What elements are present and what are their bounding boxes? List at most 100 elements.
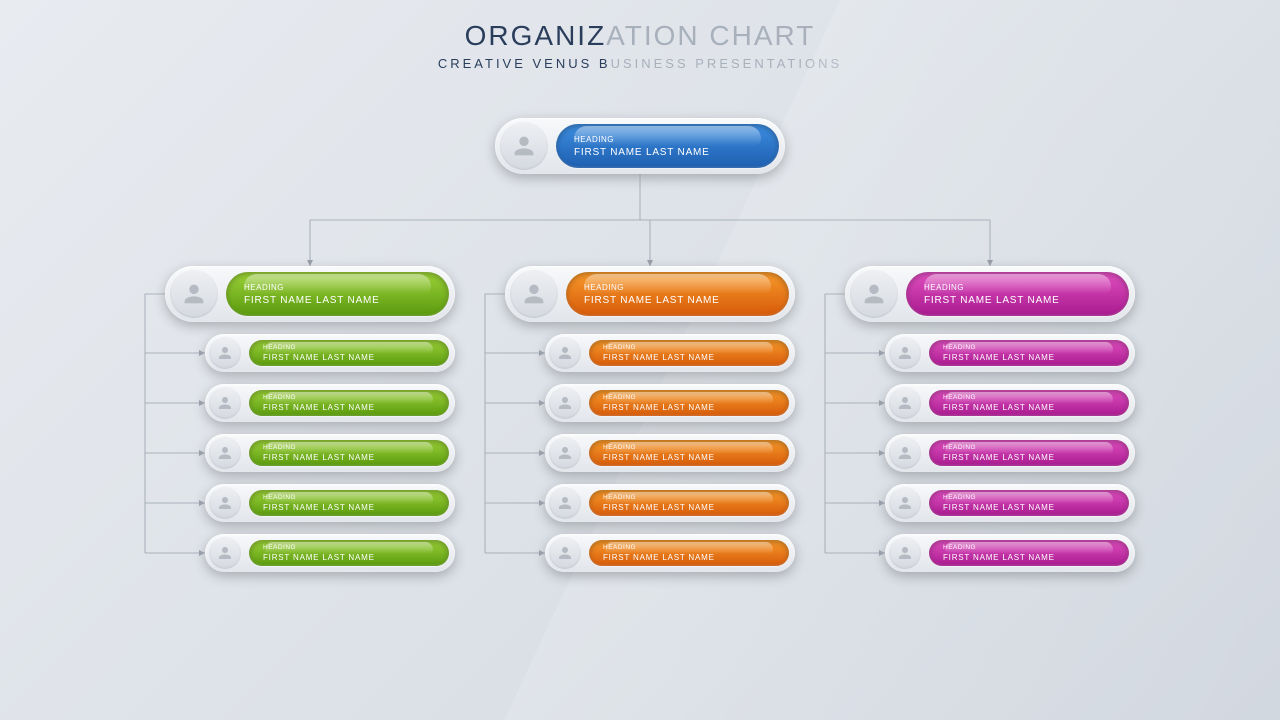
person-icon <box>549 537 581 569</box>
node-name: FIRST NAME LAST NAME <box>603 403 789 412</box>
person-icon <box>209 437 241 469</box>
node-heading: HEADING <box>924 283 1129 292</box>
node-heading: HEADING <box>584 283 789 292</box>
child-node-green-0: HEADING FIRST NAME LAST NAME <box>205 334 455 372</box>
node-name: FIRST NAME LAST NAME <box>924 295 1129 306</box>
subtitle-light: USINESS PRESENTATIONS <box>611 56 843 71</box>
org-chart: HEADING FIRST NAME LAST NAME HEADING FIRST … <box>0 118 1280 718</box>
branch-lead-green: HEADING FIRST NAME LAST NAME <box>165 266 455 322</box>
node-pill: HEADING FIRST NAME LAST NAME <box>589 440 789 466</box>
person-icon <box>500 122 548 170</box>
person-icon <box>209 487 241 519</box>
node-heading: HEADING <box>943 444 1129 451</box>
node-name: FIRST NAME LAST NAME <box>603 453 789 462</box>
title-light: ATION CHART <box>606 20 815 51</box>
node-pill: HEADINGFIRST NAME LAST NAME <box>249 540 449 566</box>
child-node-orange-3: HEADING FIRST NAME LAST NAME <box>545 484 795 522</box>
person-icon <box>549 487 581 519</box>
node-name: FIRST NAME LAST NAME <box>943 403 1129 412</box>
child-node-magenta-1: HEADING FIRST NAME LAST NAME <box>885 384 1135 422</box>
node-pill: HEADING FIRST NAME LAST NAME <box>226 272 449 316</box>
child-node-orange-0: HEADING FIRST NAME LAST NAME <box>545 334 795 372</box>
node-pill: HEADING FIRST NAME LAST NAME <box>249 440 449 466</box>
person-icon <box>209 387 241 419</box>
node-name: FIRST NAME LAST NAME <box>263 503 449 512</box>
node-heading: HEADING <box>263 344 449 351</box>
person-icon <box>889 437 921 469</box>
node-name: FIRST NAME LAST NAME <box>263 553 449 562</box>
node-pill: HEADING FIRST NAME LAST NAME <box>929 540 1129 566</box>
node-heading: HEADING <box>603 494 789 501</box>
person-icon <box>209 537 241 569</box>
node-pill: HEADING FIRST NAME LAST NAME <box>249 490 449 516</box>
person-icon <box>170 270 218 318</box>
node-pill: HEADING FIRST NAME LAST NAME <box>929 440 1129 466</box>
node-name: FIRST NAME LAST NAME <box>943 503 1129 512</box>
person-icon <box>850 270 898 318</box>
child-node-orange-2: HEADING FIRST NAME LAST NAME <box>545 434 795 472</box>
child-node-magenta-3: HEADING FIRST NAME LAST NAME <box>885 484 1135 522</box>
person-icon <box>510 270 558 318</box>
node-name: FIRST NAME LAST NAME <box>263 453 449 462</box>
node-name: FIRST NAME LAST NAME <box>943 453 1129 462</box>
person-icon <box>889 487 921 519</box>
node-pill: HEADING FIRST NAME LAST NAME <box>249 390 449 416</box>
chart-title: ORGANIZATION CHART <box>0 20 1280 52</box>
chart-header: ORGANIZATION CHART CREATIVE VENUS BUSINE… <box>0 0 1280 71</box>
child-node-magenta-0: HEADING FIRST NAME LAST NAME <box>885 334 1135 372</box>
child-node-orange-4: HEADING FIRST NAME LAST NAME <box>545 534 795 572</box>
node-heading: HEADING <box>943 344 1129 351</box>
node-name: FIRST NAME LAST NAME <box>244 295 449 306</box>
node-pill: HEADING FIRST NAME LAST NAME <box>589 390 789 416</box>
node-pill: HEADING FIRST NAME LAST NAME <box>566 272 789 316</box>
node-name: FIRST NAME LAST NAME <box>943 553 1129 562</box>
node-heading: HEADING <box>943 544 1129 551</box>
node-pill: HEADING FIRST NAME LAST NAME <box>929 490 1129 516</box>
person-icon <box>889 537 921 569</box>
child-node-magenta-4: HEADING FIRST NAME LAST NAME <box>885 534 1135 572</box>
node-pill: HEADING FIRST NAME LAST NAME <box>249 340 449 366</box>
node-heading: HEADING <box>943 494 1129 501</box>
node-heading: HEADING <box>603 394 789 401</box>
node-heading: HEADING <box>603 444 789 451</box>
node-pill: HEADING FIRST NAME LAST NAME <box>589 340 789 366</box>
child-node-magenta-2: HEADING FIRST NAME LAST NAME <box>885 434 1135 472</box>
node-heading: HEADING <box>603 544 789 551</box>
branch-lead-orange: HEADING FIRST NAME LAST NAME <box>505 266 795 322</box>
node-name: FIRST NAME LAST NAME <box>943 353 1129 362</box>
person-icon <box>889 387 921 419</box>
node-heading: HEADING <box>263 444 449 451</box>
node-name: FIRST NAME LAST NAME <box>574 147 779 158</box>
root-node: HEADINGFIRST NAME LAST NAME <box>495 118 785 174</box>
node-heading: HEADING <box>263 394 449 401</box>
person-icon <box>209 337 241 369</box>
node-heading: HEADING <box>943 394 1129 401</box>
node-heading: HEADING <box>244 283 449 292</box>
node-pill: HEADING FIRST NAME LAST NAME <box>929 340 1129 366</box>
node-name: FIRST NAME LAST NAME <box>603 353 789 362</box>
person-icon <box>889 337 921 369</box>
child-node-orange-1: HEADING FIRST NAME LAST NAME <box>545 384 795 422</box>
branch-lead-magenta: HEADING FIRST NAME LAST NAME <box>845 266 1135 322</box>
person-icon <box>549 437 581 469</box>
node-name: FIRST NAME LAST NAME <box>584 295 789 306</box>
node-name: FIRST NAME LAST NAME <box>263 403 449 412</box>
node-name: FIRST NAME LAST NAME <box>603 503 789 512</box>
node-pill: HEADING FIRST NAME LAST NAME <box>589 540 789 566</box>
node-pill: HEADING FIRST NAME LAST NAME <box>906 272 1129 316</box>
node-name: FIRST NAME LAST NAME <box>603 553 789 562</box>
title-dark: ORGANIZ <box>465 20 607 51</box>
node-pill: HEADINGFIRST NAME LAST NAME <box>556 124 779 168</box>
person-icon <box>549 337 581 369</box>
child-node-green-4: HEADINGFIRST NAME LAST NAME <box>205 534 455 572</box>
person-icon <box>549 387 581 419</box>
child-node-green-1: HEADING FIRST NAME LAST NAME <box>205 384 455 422</box>
node-pill: HEADING FIRST NAME LAST NAME <box>929 390 1129 416</box>
child-node-green-2: HEADING FIRST NAME LAST NAME <box>205 434 455 472</box>
node-name: FIRST NAME LAST NAME <box>263 353 449 362</box>
node-heading: HEADING <box>263 494 449 501</box>
node-pill: HEADING FIRST NAME LAST NAME <box>589 490 789 516</box>
chart-subtitle: CREATIVE VENUS BUSINESS PRESENTATIONS <box>0 56 1280 71</box>
node-heading: HEADING <box>603 344 789 351</box>
child-node-green-3: HEADING FIRST NAME LAST NAME <box>205 484 455 522</box>
